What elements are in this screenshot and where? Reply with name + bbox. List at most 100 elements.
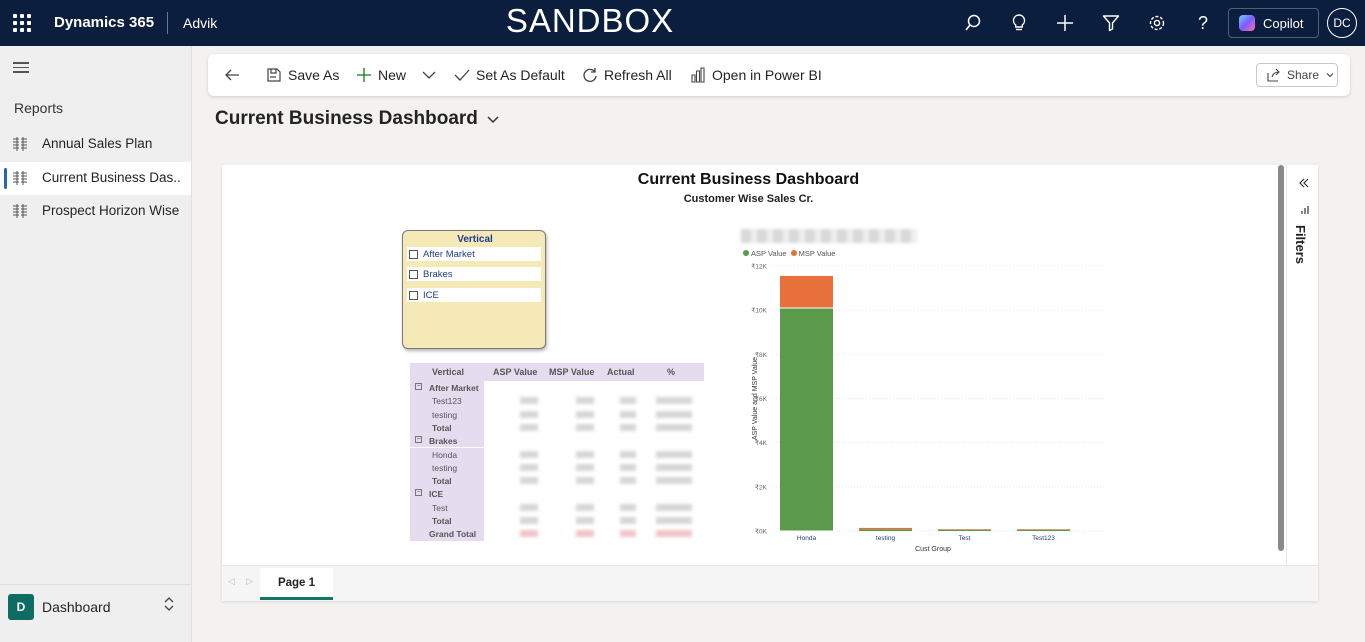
- redacted-cell: [656, 503, 692, 511]
- bar-segment[interactable]: [1017, 529, 1070, 530]
- redacted-cell: [620, 477, 636, 485]
- tab-page-1[interactable]: Page 1: [260, 568, 333, 600]
- next-page-icon[interactable]: ▷: [246, 576, 253, 586]
- row-label: Grand Total: [429, 529, 477, 540]
- refresh-all-button[interactable]: Refresh All: [582, 65, 672, 85]
- bar-segment[interactable]: [1017, 529, 1070, 531]
- x-tick-label: Test: [959, 535, 971, 542]
- redacted-cell: [620, 530, 636, 538]
- save-as-label: Save As: [288, 67, 340, 83]
- redacted-cell: [656, 517, 692, 524]
- dashboard-selector[interactable]: Current Business Dashboard: [215, 108, 500, 130]
- collapse-chevrons-icon[interactable]: [1299, 178, 1309, 188]
- row-header-cell: − ICE: [410, 487, 484, 501]
- filter-icon[interactable]: [1100, 12, 1122, 34]
- sidebar-item-current-business-dashboard[interactable]: Current Business Das...: [0, 162, 191, 195]
- redacted-cell: [576, 463, 594, 471]
- environment-banner: SANDBOX: [505, 2, 675, 39]
- bar-segment[interactable]: [938, 529, 991, 530]
- redacted-cell: [656, 530, 692, 538]
- sidebar-item-prospect-horizon-wise[interactable]: Prospect Horizon Wise: [0, 195, 191, 228]
- slicer-option[interactable]: After Market: [407, 247, 541, 261]
- bar-segment[interactable]: [780, 275, 833, 308]
- chart-plot-area: ₹12K ₹10K ₹8K ₹6K ₹4K ₹2K ₹0K ASP Value and MSP…: [751, 263, 1105, 553]
- hamburger-menu-icon[interactable]: [13, 62, 29, 76]
- row-header-cell: − After Market: [410, 381, 484, 395]
- product-name[interactable]: Dynamics 365: [54, 14, 155, 31]
- app-launcher-icon[interactable]: [13, 14, 31, 32]
- column-header[interactable]: Vertical: [432, 367, 465, 377]
- legend-label: ASP Value: [751, 249, 787, 258]
- slicer-option[interactable]: ICE: [407, 288, 541, 302]
- copilot-button[interactable]: Copilot: [1228, 8, 1319, 38]
- row-header-cell: testing: [410, 407, 484, 421]
- open-in-power-bi-button[interactable]: Open in Power BI: [690, 65, 822, 85]
- redacted-cell: [656, 463, 692, 471]
- set-as-default-label: Set As Default: [476, 67, 565, 83]
- table-row: − Brakes: [410, 434, 704, 448]
- row-header-cell: Test123: [410, 394, 484, 408]
- share-icon: [1267, 68, 1280, 82]
- redacted-cell: [620, 463, 636, 471]
- x-axis-label: Cust Group: [915, 546, 951, 553]
- sidebar-item-annual-sales-plan[interactable]: Annual Sales Plan: [0, 128, 191, 161]
- bar-segment[interactable]: [780, 307, 833, 531]
- checkbox[interactable]: [409, 269, 418, 279]
- column-header[interactable]: %: [667, 367, 676, 377]
- slicer-header: Vertical: [457, 234, 493, 245]
- back-button[interactable]: [224, 65, 240, 85]
- chevron-down-icon: [487, 116, 499, 124]
- new-button[interactable]: New: [356, 65, 436, 85]
- table-row: Total: [410, 420, 704, 435]
- table-row: testing: [410, 460, 704, 475]
- bar-segment[interactable]: [859, 529, 912, 531]
- checkmark-icon: [454, 69, 470, 81]
- area-switcher[interactable]: D Dashboard: [0, 584, 191, 642]
- table-row: Honda: [410, 447, 704, 461]
- column-header[interactable]: ASP Value: [493, 367, 538, 377]
- column-header[interactable]: MSP Value: [549, 367, 595, 377]
- y-tick-label: ₹12K: [751, 263, 767, 271]
- collapse-icon[interactable]: −: [415, 383, 422, 390]
- legend-item[interactable]: ASP Value: [743, 249, 787, 258]
- table-row: − After Market: [410, 381, 704, 395]
- collapse-icon[interactable]: −: [415, 489, 422, 497]
- vertical-slicer: Vertical After Market Brakes ICE: [402, 230, 546, 349]
- gear-icon[interactable]: [1146, 12, 1168, 34]
- search-icon[interactable]: [962, 12, 984, 34]
- checkbox[interactable]: [409, 249, 418, 259]
- row-label: Honda: [432, 449, 458, 460]
- redacted-cell: [576, 517, 594, 524]
- previous-page-icon[interactable]: ◁: [228, 576, 235, 586]
- vertical-scrollbar[interactable]: [1277, 165, 1285, 551]
- checkbox[interactable]: [409, 290, 418, 300]
- refresh-icon: [583, 68, 597, 82]
- set-as-default-button[interactable]: Set As Default: [454, 65, 565, 85]
- redacted-cell: [576, 477, 594, 485]
- sidebar-item-label: Current Business Das...: [42, 170, 182, 185]
- lightbulb-icon[interactable]: [1008, 12, 1030, 34]
- report-page-tabs: ◁ ▷ Page 1: [222, 565, 1318, 601]
- y-tick-label: ₹10K: [751, 307, 767, 315]
- share-button[interactable]: Share: [1256, 63, 1338, 87]
- refresh-all-label: Refresh All: [604, 67, 672, 83]
- redacted-cell: [520, 423, 538, 431]
- user-avatar[interactable]: DC: [1327, 8, 1357, 38]
- redacted-cell: [576, 450, 594, 458]
- filters-pane[interactable]: Filters: [1286, 165, 1318, 565]
- save-as-button[interactable]: Save As: [266, 65, 339, 85]
- redacted-cell: [656, 410, 692, 418]
- app-name[interactable]: Advik: [183, 15, 218, 31]
- plus-icon[interactable]: [1054, 12, 1076, 34]
- column-header[interactable]: Actual: [607, 367, 635, 377]
- help-icon[interactable]: ?: [1197, 12, 1208, 33]
- bar-segment[interactable]: [938, 529, 991, 531]
- bar-segment[interactable]: [859, 527, 912, 530]
- sidebar-item-label: Annual Sales Plan: [42, 136, 153, 151]
- legend-item[interactable]: MSP Value: [790, 249, 835, 258]
- chevron-down-icon[interactable]: [422, 68, 436, 82]
- area-badge: D: [8, 594, 34, 620]
- redacted-cell: [576, 503, 594, 511]
- collapse-icon[interactable]: −: [415, 436, 422, 444]
- slicer-option[interactable]: Brakes: [407, 267, 541, 281]
